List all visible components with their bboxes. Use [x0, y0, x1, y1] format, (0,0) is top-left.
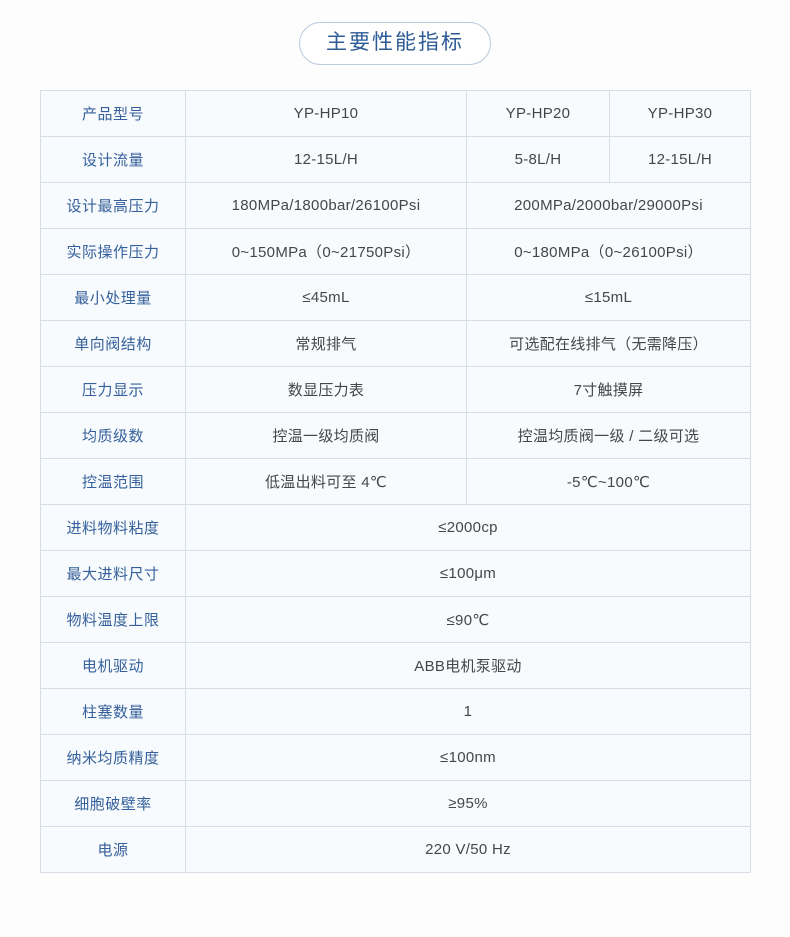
row-value: 5-8L/H: [466, 136, 610, 183]
row-value: ≤45mL: [185, 274, 467, 321]
row-value: 可选配在线排气（无需降压）: [466, 320, 751, 367]
row-value: 200MPa/2000bar/29000Psi: [466, 182, 751, 229]
row-value: 控温均质阀一级 / 二级可选: [466, 412, 751, 459]
table-row: 控温范围 低温出料可至 4℃ -5℃~100℃: [40, 458, 751, 505]
row-label: 最大进料尺寸: [40, 550, 186, 597]
row-label: 均质级数: [40, 412, 186, 459]
spec-table-body: 产品型号 YP-HP10 YP-HP20 YP-HP30 设计流量 12-15L/H 5-8…: [40, 90, 751, 873]
row-value: 220 V/50 Hz: [185, 826, 751, 873]
row-label: 进料物料粘度: [40, 504, 186, 551]
row-label: 产品型号: [40, 90, 186, 137]
row-value: 低温出料可至 4℃: [185, 458, 467, 505]
table-row: 单向阀结构 常规排气 可选配在线排气（无需降压）: [40, 320, 751, 367]
row-value: 1: [185, 688, 751, 735]
table-row: 压力显示 数显压力表 7寸触摸屏: [40, 366, 751, 413]
row-value: YP-HP20: [466, 90, 610, 137]
row-label: 柱塞数量: [40, 688, 186, 735]
row-value: 12-15L/H: [185, 136, 467, 183]
row-value: ≥95%: [185, 780, 751, 827]
title-pill: 主要性能指标: [299, 22, 491, 66]
row-value: YP-HP10: [185, 90, 467, 137]
table-row: 纳米均质精度 ≤100nm: [40, 734, 751, 781]
table-row: 柱塞数量 1: [40, 688, 751, 735]
row-label: 最小处理量: [40, 274, 186, 321]
row-label: 电源: [40, 826, 186, 873]
table-row: 设计最高压力 180MPa/1800bar/26100Psi 200MPa/2000…: [40, 182, 751, 229]
row-label: 电机驱动: [40, 642, 186, 689]
table-row: 产品型号 YP-HP10 YP-HP20 YP-HP30: [40, 90, 751, 137]
row-value: 180MPa/1800bar/26100Psi: [185, 182, 467, 229]
row-label: 单向阀结构: [40, 320, 186, 367]
spec-table: 产品型号 YP-HP10 YP-HP20 YP-HP30 设计流量 12-15L/H 5-8…: [40, 90, 751, 873]
row-label: 设计流量: [40, 136, 186, 183]
table-row: 均质级数 控温一级均质阀 控温均质阀一级 / 二级可选: [40, 412, 751, 459]
row-value: 12-15L/H: [609, 136, 751, 183]
table-row: 物料温度上限 ≤90℃: [40, 596, 751, 643]
row-label: 纳米均质精度: [40, 734, 186, 781]
row-value: 常规排气: [185, 320, 467, 367]
table-row: 细胞破壁率 ≥95%: [40, 780, 751, 827]
row-value: ≤2000cp: [185, 504, 751, 551]
row-label: 控温范围: [40, 458, 186, 505]
row-label: 压力显示: [40, 366, 186, 413]
page-title: 主要性能指标: [326, 31, 464, 54]
row-value: ≤90℃: [185, 596, 751, 643]
row-value: 数显压力表: [185, 366, 467, 413]
row-value: ABB电机泵驱动: [185, 642, 751, 689]
row-label: 实际操作压力: [40, 228, 186, 275]
row-value: ≤100nm: [185, 734, 751, 781]
spec-table-container: 产品型号 YP-HP10 YP-HP20 YP-HP30 设计流量 12-15L/H 5-8…: [40, 90, 751, 873]
row-value: -5℃~100℃: [466, 458, 751, 505]
row-label: 物料温度上限: [40, 596, 186, 643]
row-value: 0~180MPa（0~26100Psi）: [466, 228, 751, 275]
page-header: 主要性能指标: [0, 0, 790, 66]
row-value: YP-HP30: [609, 90, 751, 137]
table-row: 实际操作压力 0~150MPa（0~21750Psi） 0~180MPa（0~261…: [40, 228, 751, 275]
row-value: 0~150MPa（0~21750Psi）: [185, 228, 467, 275]
table-row: 最大进料尺寸 ≤100μm: [40, 550, 751, 597]
table-row: 电源 220 V/50 Hz: [40, 826, 751, 873]
row-label: 细胞破壁率: [40, 780, 186, 827]
table-row: 最小处理量 ≤45mL ≤15mL: [40, 274, 751, 321]
row-value: ≤100μm: [185, 550, 751, 597]
row-value: 7寸触摸屏: [466, 366, 751, 413]
row-value: 控温一级均质阀: [185, 412, 467, 459]
row-label: 设计最高压力: [40, 182, 186, 229]
table-row: 进料物料粘度 ≤2000cp: [40, 504, 751, 551]
table-row: 电机驱动 ABB电机泵驱动: [40, 642, 751, 689]
row-value: ≤15mL: [466, 274, 751, 321]
table-row: 设计流量 12-15L/H 5-8L/H 12-15L/H: [40, 136, 751, 183]
